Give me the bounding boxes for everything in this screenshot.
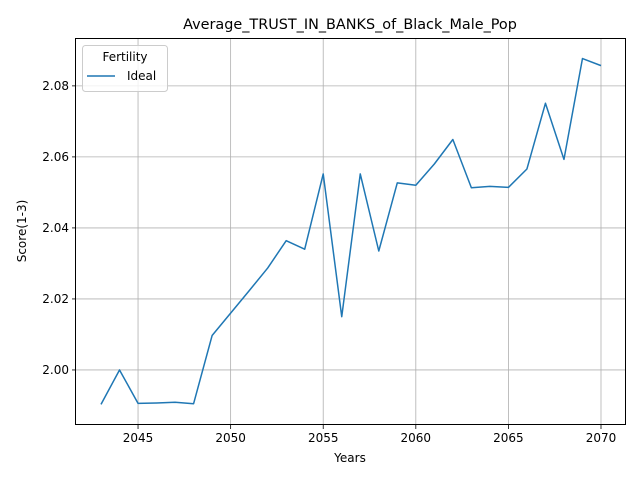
x-tick-label: 2060: [401, 431, 432, 445]
x-axis-label: Years: [333, 451, 366, 465]
legend-label-ideal: Ideal: [127, 69, 156, 83]
chart-title: Average_TRUST_IN_BANKS_of_Black_Male_Pop: [183, 17, 517, 33]
y-axis-label: Score(1-3): [15, 200, 29, 263]
x-tick-label: 2050: [215, 431, 246, 445]
y-tick-label: 2.06: [42, 150, 69, 164]
legend: Fertility Ideal: [83, 46, 168, 92]
y-tick-label: 2.04: [42, 221, 69, 235]
y-tick-label: 2.00: [42, 363, 69, 377]
y-tick-label: 2.02: [42, 292, 69, 306]
x-tick-label: 2055: [308, 431, 339, 445]
x-tick-label: 2070: [586, 431, 617, 445]
y-tick-label: 2.08: [42, 79, 69, 93]
legend-title: Fertility: [102, 50, 147, 64]
x-tick-label: 2045: [123, 431, 154, 445]
x-tick-label: 2065: [493, 431, 524, 445]
